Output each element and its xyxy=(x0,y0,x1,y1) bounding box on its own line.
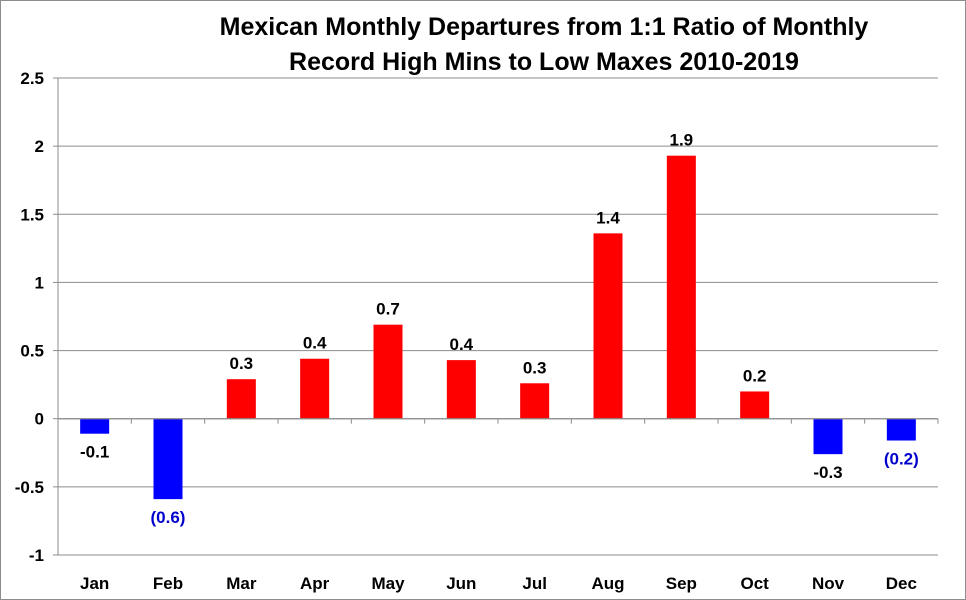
bar-sep xyxy=(666,155,696,419)
bar-feb xyxy=(153,418,183,500)
x-tick-label: Jan xyxy=(80,574,109,593)
data-label-feb: (0.6) xyxy=(151,508,186,527)
data-label-may: 0.7 xyxy=(376,300,400,319)
chart-title-line-1: Mexican Monthly Departures from 1:1 Rati… xyxy=(219,13,869,41)
data-label-dec: (0.2) xyxy=(884,450,919,469)
y-tick-label: 2.5 xyxy=(20,69,44,88)
y-tick-label: 1.5 xyxy=(20,205,44,224)
x-tick-label: Sep xyxy=(666,574,697,593)
x-tick-label: Nov xyxy=(812,574,845,593)
data-label-jan: -0.1 xyxy=(80,443,109,462)
bar-nov xyxy=(813,418,843,455)
y-tick-label: 0 xyxy=(35,410,44,429)
x-tick-label: Aug xyxy=(591,574,624,593)
chart-title: Mexican Monthly Departures from 1:1 Rati… xyxy=(140,10,948,80)
bar-jun xyxy=(446,360,476,419)
y-tick-label: 2 xyxy=(35,137,44,156)
x-tick-label: Apr xyxy=(300,574,330,593)
data-label-jul: 0.3 xyxy=(523,358,547,377)
x-tick-label: Jun xyxy=(446,574,476,593)
data-label-apr: 0.4 xyxy=(303,334,327,353)
bar-dec xyxy=(886,418,916,441)
data-label-sep: 1.9 xyxy=(670,131,694,150)
data-label-nov: -0.3 xyxy=(813,463,842,482)
x-tick-label: Jul xyxy=(522,574,547,593)
bar-jul xyxy=(520,383,550,419)
x-tick-label: Oct xyxy=(740,574,769,593)
data-label-mar: 0.3 xyxy=(230,354,254,373)
x-tick-label: Feb xyxy=(153,574,183,593)
bar-aug xyxy=(593,233,623,419)
data-label-jun: 0.4 xyxy=(450,335,474,354)
bar-oct xyxy=(740,391,770,419)
y-tick-label: 1 xyxy=(35,273,44,292)
x-tick-label: May xyxy=(371,574,405,593)
data-label-oct: 0.2 xyxy=(743,366,767,385)
y-tick-label: -0.5 xyxy=(15,478,44,497)
bar-mar xyxy=(226,379,256,419)
bar-jan xyxy=(80,418,110,434)
x-tick-label: Dec xyxy=(886,574,917,593)
bar-may xyxy=(373,324,403,419)
y-tick-label: 0.5 xyxy=(20,342,44,361)
x-tick-label: Mar xyxy=(226,574,257,593)
y-tick-label: -1 xyxy=(29,546,44,565)
chart-title-line-2: Record High Mins to Low Maxes 2010-2019 xyxy=(289,48,799,76)
bar-apr xyxy=(300,358,330,419)
data-label-aug: 1.4 xyxy=(596,208,620,227)
